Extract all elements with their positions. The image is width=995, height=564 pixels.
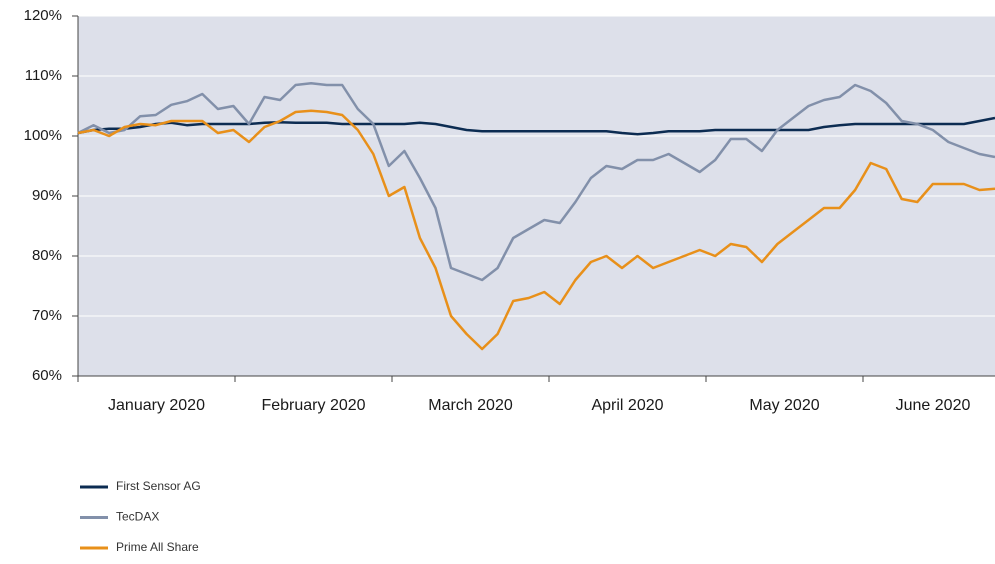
series-line	[77, 116, 995, 136]
series-line	[77, 109, 995, 351]
y-tick-label: 100%	[24, 127, 62, 144]
x-tick-label: May 2020	[749, 397, 819, 414]
y-tick-label: 70%	[32, 307, 62, 324]
legend-label: First Sensor AG	[116, 479, 201, 493]
x-tick-label: February 2020	[261, 397, 365, 414]
y-tick-label: 90%	[32, 187, 62, 204]
x-tick-label: January 2020	[108, 397, 205, 414]
x-tick-label: June 2020	[896, 397, 971, 414]
x-tick-label: March 2020	[428, 397, 513, 414]
series-line	[77, 81, 995, 282]
y-tick-label: 120%	[24, 7, 62, 24]
x-tick-label: April 2020	[591, 397, 663, 414]
y-tick-label: 80%	[32, 247, 62, 264]
y-tick-label: 60%	[32, 367, 62, 384]
legend-label: TecDAX	[116, 510, 159, 524]
legend-label: Prime All Share	[116, 540, 199, 554]
y-tick-label: 110%	[25, 67, 62, 84]
